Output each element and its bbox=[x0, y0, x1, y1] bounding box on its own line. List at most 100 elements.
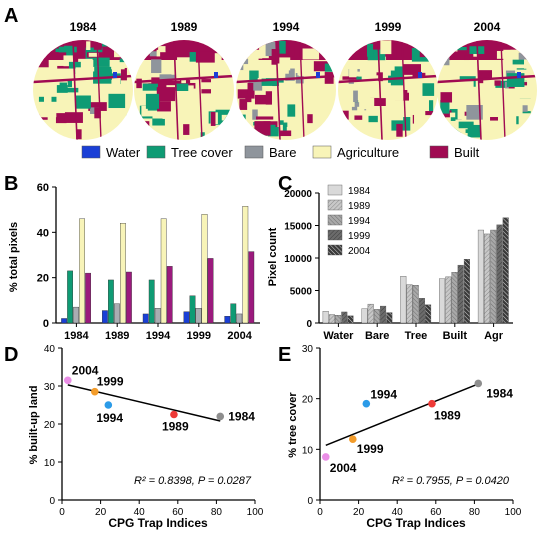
bar-water bbox=[61, 318, 68, 324]
map-patch bbox=[456, 81, 474, 89]
x-tick-label: 100 bbox=[247, 507, 264, 518]
legend-swatch-water bbox=[81, 145, 101, 159]
map-patch bbox=[136, 78, 142, 89]
point-1984 bbox=[474, 379, 483, 388]
map-patch bbox=[283, 63, 289, 74]
y-tick-label: 5000 bbox=[290, 287, 313, 298]
map-patch bbox=[162, 80, 182, 86]
x-tick-label: 2004 bbox=[227, 330, 252, 342]
map-patch bbox=[466, 105, 483, 120]
map-patch bbox=[387, 128, 397, 137]
bar-bare bbox=[195, 308, 202, 324]
map-patch bbox=[316, 42, 332, 51]
map-patch bbox=[450, 46, 467, 51]
land-cover-map bbox=[236, 40, 336, 140]
map-patch bbox=[39, 41, 49, 52]
map-patch bbox=[89, 80, 103, 91]
map-patch bbox=[210, 111, 216, 126]
legend-swatch-tree-cover bbox=[146, 145, 166, 159]
point-1989 bbox=[428, 399, 436, 408]
map-water-area bbox=[517, 72, 521, 78]
map-patch bbox=[266, 93, 283, 100]
map-patch bbox=[186, 64, 198, 78]
point-1989 bbox=[170, 410, 178, 419]
map-road bbox=[476, 40, 482, 140]
map-patch bbox=[255, 116, 275, 120]
bar-2004 bbox=[463, 259, 470, 324]
map-patch bbox=[66, 122, 79, 129]
map-patch bbox=[422, 46, 435, 60]
map-patch bbox=[346, 50, 360, 59]
bar-water bbox=[224, 316, 231, 324]
map-patch bbox=[179, 80, 199, 89]
y-tick-label: 10 bbox=[302, 445, 314, 456]
panel-e-tree-cover-scatter: % tree cover CPG Trap Indices 0 10 20 30 0 20… bbox=[287, 344, 522, 530]
bar-1994 bbox=[451, 272, 458, 324]
map-patch bbox=[351, 102, 367, 111]
point-label-1994: 1994 bbox=[370, 388, 397, 402]
legend-label: Tree cover bbox=[171, 145, 233, 160]
y-tick-label: 10 bbox=[44, 458, 56, 469]
map-patch bbox=[387, 110, 404, 121]
map-patch bbox=[88, 121, 96, 133]
map-patch bbox=[357, 106, 365, 116]
bar-1989 bbox=[367, 303, 374, 324]
map-patch bbox=[184, 85, 194, 94]
map-patch bbox=[141, 105, 157, 117]
map-patch bbox=[450, 117, 456, 121]
map-patch bbox=[84, 130, 102, 134]
legend-swatch-2004 bbox=[327, 244, 343, 256]
panel-label-c: C bbox=[278, 173, 292, 195]
bar-bare bbox=[154, 308, 161, 324]
map-patch bbox=[446, 98, 459, 108]
map-patch bbox=[76, 129, 82, 140]
map-patch bbox=[86, 41, 91, 51]
bar-built bbox=[85, 272, 92, 324]
map-patch bbox=[442, 52, 450, 66]
map-patch bbox=[193, 86, 200, 97]
map-patch bbox=[159, 74, 176, 80]
map-patch bbox=[458, 121, 474, 129]
map-patch bbox=[94, 107, 101, 119]
map-patch bbox=[338, 55, 346, 60]
map-patch bbox=[473, 52, 478, 57]
map-patch bbox=[237, 89, 255, 99]
map-patch bbox=[243, 64, 262, 71]
map-patch bbox=[207, 69, 216, 77]
bar-1994 bbox=[373, 309, 380, 324]
bar-tree-cover bbox=[67, 270, 74, 324]
map-patch bbox=[367, 49, 386, 61]
bar-agriculture bbox=[119, 223, 126, 324]
bar-1994 bbox=[335, 315, 342, 324]
bar-bare bbox=[236, 313, 243, 324]
point-label-2004: 2004 bbox=[72, 363, 99, 377]
x-tick-label: 60 bbox=[172, 507, 184, 518]
map-patch bbox=[367, 43, 374, 57]
x-tick-label: Built bbox=[443, 330, 468, 342]
map-patch bbox=[314, 104, 322, 110]
map-road bbox=[96, 40, 102, 140]
map-patch bbox=[171, 69, 189, 75]
map-year-label: 2004 bbox=[474, 20, 501, 34]
map-patch bbox=[160, 52, 175, 59]
panel-c-pixel-count-chart: Pixel count 0 5000 10000 15000 20000 Water Bar… bbox=[267, 184, 513, 342]
map-patch bbox=[492, 63, 506, 78]
map-patch bbox=[43, 91, 52, 104]
map-water-area bbox=[214, 72, 218, 78]
map-patch bbox=[67, 80, 72, 88]
map-patch bbox=[354, 115, 363, 120]
map-patch bbox=[428, 100, 434, 114]
map-patch bbox=[381, 56, 387, 72]
map-patch bbox=[35, 57, 49, 68]
y-tick-label: 20 bbox=[44, 420, 56, 431]
map-year-label: 1984 bbox=[70, 20, 97, 34]
map-patch bbox=[307, 114, 313, 124]
x-tick-label: 60 bbox=[430, 507, 442, 518]
legend-swatch-agriculture bbox=[312, 145, 332, 159]
x-tick-label: 40 bbox=[134, 507, 146, 518]
map-patch bbox=[120, 67, 127, 81]
point-label-1999: 1999 bbox=[97, 375, 124, 389]
map-patch bbox=[444, 41, 458, 52]
map-patch bbox=[56, 85, 68, 93]
